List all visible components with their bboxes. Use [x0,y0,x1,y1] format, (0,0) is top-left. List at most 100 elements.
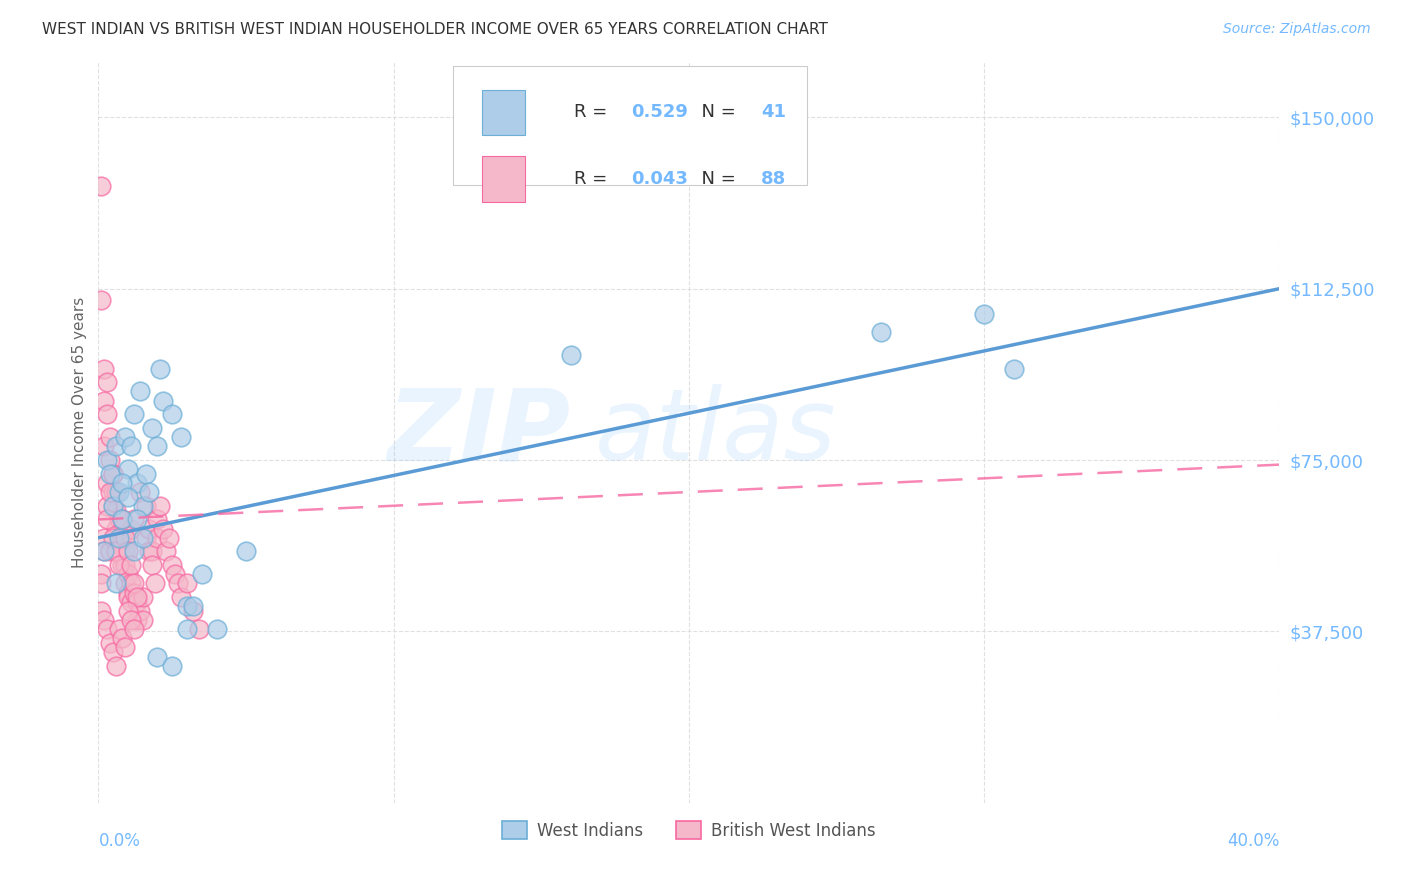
Point [125,475,148,490]
Point [122,576,145,591]
Point [157,531,180,545]
Point [125,613,148,627]
Point [103,467,125,481]
Point [96,499,118,513]
Point [122,544,145,558]
Point [114,544,136,558]
Point [138,522,160,536]
Point [176,576,198,591]
Point [122,585,145,599]
Point [114,430,136,444]
Point [108,512,131,526]
Text: N =: N = [690,170,741,188]
Point [105,439,128,453]
Point [132,531,155,545]
Point [93,361,115,376]
Point [105,503,128,517]
Point [96,512,118,526]
Point [146,649,169,664]
Text: R =: R = [575,170,613,188]
Point [98,453,121,467]
Point [90,567,112,582]
Point [167,576,190,591]
Point [98,485,121,500]
Point [90,604,112,618]
Point [135,467,157,481]
Text: N =: N = [690,103,741,121]
Point [176,599,198,614]
Point [105,658,128,673]
Point [105,485,128,500]
Text: 0.043: 0.043 [631,170,688,188]
Point [96,408,118,422]
Point [93,544,115,558]
Point [181,604,204,618]
Point [103,645,125,659]
Point [93,531,115,545]
Point [170,430,193,444]
Point [117,585,139,599]
Point [152,393,174,408]
Y-axis label: Householder Income Over 65 years: Householder Income Over 65 years [72,297,87,568]
Point [187,622,209,636]
Point [138,485,160,500]
Point [149,499,172,513]
Point [103,485,125,500]
Point [1002,361,1025,376]
Point [125,512,148,526]
Point [93,393,115,408]
Point [108,531,131,545]
Point [108,485,131,500]
Point [181,599,204,614]
Point [138,544,160,558]
Point [870,325,893,339]
Point [132,613,155,627]
Point [120,613,142,627]
Text: 0.0%: 0.0% [98,832,141,850]
FancyBboxPatch shape [453,66,807,185]
Point [114,531,136,545]
Point [141,421,163,435]
Text: atlas: atlas [595,384,837,481]
Point [170,590,193,604]
Point [105,522,128,536]
Text: ZIP: ZIP [388,384,571,481]
Point [165,567,187,582]
Point [103,499,125,513]
Point [122,622,145,636]
Point [122,408,145,422]
Point [162,658,183,673]
Point [114,558,136,573]
Point [114,576,136,591]
Point [120,595,142,609]
Point [235,544,257,558]
Point [111,549,134,563]
Point [108,558,131,573]
Point [162,408,183,422]
Point [117,544,139,558]
Point [128,485,150,500]
Text: Source: ZipAtlas.com: Source: ZipAtlas.com [1223,22,1371,37]
Point [98,544,121,558]
Point [132,590,155,604]
Point [111,558,134,573]
Point [96,475,118,490]
Point [146,439,169,453]
Point [176,622,198,636]
Point [162,558,183,573]
Point [103,467,125,481]
Point [125,595,148,609]
Point [120,558,142,573]
Point [149,361,172,376]
Text: R =: R = [575,103,613,121]
Point [111,531,134,545]
Point [117,590,139,604]
Point [105,576,128,591]
Point [96,453,118,467]
Point [98,430,121,444]
Point [111,475,134,490]
Text: 41: 41 [761,103,786,121]
Point [105,544,128,558]
Text: WEST INDIAN VS BRITISH WEST INDIAN HOUSEHOLDER INCOME OVER 65 YEARS CORRELATION : WEST INDIAN VS BRITISH WEST INDIAN HOUSE… [42,22,828,37]
Point [973,307,995,321]
